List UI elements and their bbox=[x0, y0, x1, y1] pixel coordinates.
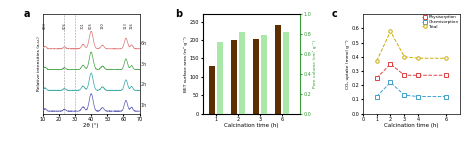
Chemisorption bbox=[374, 96, 380, 97]
Text: c: c bbox=[332, 9, 337, 19]
Bar bbox=[217, 42, 223, 114]
Physisorption bbox=[443, 74, 449, 76]
Text: 3h: 3h bbox=[140, 62, 147, 67]
Total bbox=[401, 56, 407, 58]
Legend: Physisorption, Chemisorption, Total: Physisorption, Chemisorption, Total bbox=[422, 15, 459, 29]
Y-axis label: BET surface area (m² g⁻¹): BET surface area (m² g⁻¹) bbox=[184, 36, 189, 92]
Total bbox=[443, 57, 449, 59]
Text: 116: 116 bbox=[129, 22, 134, 29]
Bar bbox=[209, 66, 215, 114]
Text: b: b bbox=[175, 9, 182, 19]
Text: a: a bbox=[23, 9, 30, 19]
Text: 6h: 6h bbox=[140, 41, 147, 46]
Y-axis label: Relative intensities (a.u.): Relative intensities (a.u.) bbox=[37, 36, 41, 91]
Bar bbox=[231, 40, 237, 114]
Text: 003: 003 bbox=[43, 22, 47, 29]
Physisorption bbox=[401, 74, 407, 76]
Text: 006: 006 bbox=[89, 22, 93, 29]
Chemisorption bbox=[443, 96, 449, 97]
Physisorption bbox=[374, 77, 380, 79]
Line: Total: Total bbox=[375, 30, 447, 63]
X-axis label: 2θ (°): 2θ (°) bbox=[83, 123, 99, 129]
Text: 113: 113 bbox=[124, 22, 128, 29]
Bar bbox=[238, 32, 245, 114]
Text: 110: 110 bbox=[100, 22, 104, 29]
Y-axis label: CO₂ uptake (mmol g⁻¹): CO₂ uptake (mmol g⁻¹) bbox=[346, 39, 350, 89]
Chemisorption bbox=[415, 96, 421, 97]
Physisorption bbox=[415, 74, 421, 76]
X-axis label: Calcination time (h): Calcination time (h) bbox=[384, 123, 438, 129]
X-axis label: Calcination time (h): Calcination time (h) bbox=[224, 123, 278, 129]
Bar bbox=[261, 35, 267, 114]
Text: 2h: 2h bbox=[140, 83, 147, 87]
Text: 1h: 1h bbox=[140, 103, 147, 108]
Chemisorption bbox=[388, 82, 393, 83]
Bar bbox=[253, 39, 259, 114]
Bar bbox=[283, 32, 289, 114]
Total bbox=[374, 60, 380, 62]
Line: Chemisorption: Chemisorption bbox=[375, 81, 447, 98]
Text: 006: 006 bbox=[63, 22, 66, 29]
Y-axis label: Pore volume (cm³ g⁻¹): Pore volume (cm³ g⁻¹) bbox=[312, 40, 317, 88]
Bar bbox=[275, 25, 282, 114]
Total bbox=[388, 30, 393, 32]
Chemisorption bbox=[401, 94, 407, 96]
Physisorption bbox=[388, 63, 393, 65]
Text: 101: 101 bbox=[80, 22, 84, 29]
Line: Physisorption: Physisorption bbox=[375, 62, 447, 80]
Total bbox=[415, 57, 421, 59]
